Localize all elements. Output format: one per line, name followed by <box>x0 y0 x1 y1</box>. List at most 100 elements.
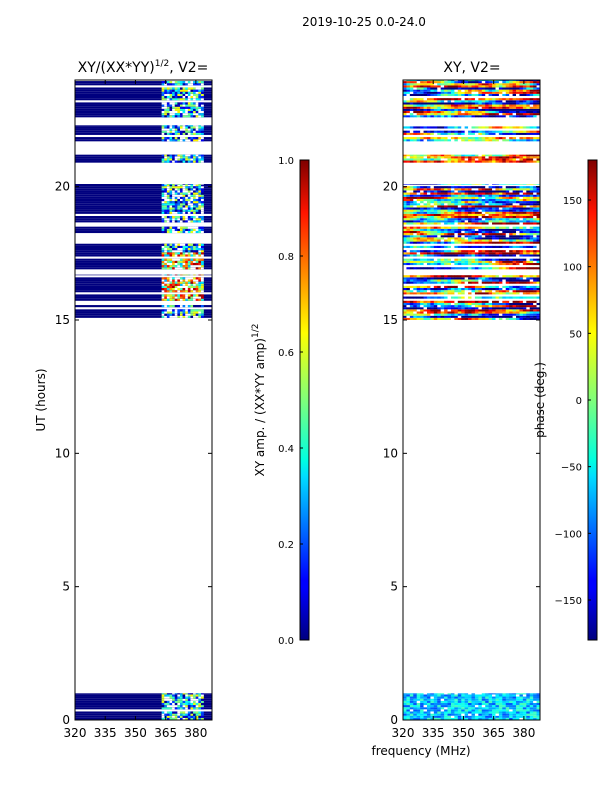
phase-heatmap-cell <box>474 188 479 191</box>
amp-heatmap-cell <box>193 243 196 246</box>
amp-heatmap-cell <box>174 252 178 255</box>
amp-heatmap-row <box>75 245 212 248</box>
amp-heatmap-cell <box>187 203 191 206</box>
amp-heatmap-cell <box>187 254 191 257</box>
phase-heatmap-cell <box>481 260 486 263</box>
phase-heatmap-cell <box>440 275 445 278</box>
amp-heatmap-cell <box>161 87 165 90</box>
phase-heatmap-cell <box>416 713 421 716</box>
phase-heatmap-cell <box>447 715 452 718</box>
phase-heatmap-cell <box>488 100 493 103</box>
phase-heatmap-cell <box>430 709 435 712</box>
phase-heatmap-cell <box>516 230 520 234</box>
amp-heatmap-cell <box>164 192 168 195</box>
phase-heatmap-cell <box>522 196 527 199</box>
phase-heatmap-cell <box>492 188 496 191</box>
amp-heatmap-cell <box>195 281 199 284</box>
amp-heatmap-row <box>75 108 212 111</box>
phase-heatmap-cell <box>426 130 431 133</box>
phase-heatmap-cell <box>488 137 493 140</box>
phase-heatmap-cell <box>461 700 465 703</box>
phase-heatmap-cell <box>416 275 421 278</box>
amp-heatmap-cell <box>174 194 178 197</box>
phase-heatmap-cell <box>406 93 411 96</box>
phase-heatmap-cell <box>516 139 520 142</box>
phase-heatmap-cell <box>468 245 472 248</box>
amp-heatmap-cell <box>161 711 165 714</box>
phase-heatmap-cell <box>481 277 486 280</box>
amp-heatmap-cell <box>198 260 202 263</box>
phase-heatmap-cell <box>498 696 503 699</box>
phase-heatmap-cell <box>409 207 414 210</box>
amp-heatmap-cell <box>164 250 168 253</box>
amp-heatmap-cell <box>190 700 194 703</box>
amp-heatmap-cell <box>174 106 178 109</box>
phase-heatmap-cell <box>495 307 500 310</box>
phase-heatmap-cell <box>478 126 483 129</box>
amp-heatmap-cell <box>169 110 173 114</box>
phase-heatmap-cell <box>516 213 520 216</box>
amp-heatmap-cell <box>187 715 191 718</box>
phase-heatmap-cell <box>403 239 407 242</box>
phase-heatmap-cell <box>423 158 428 161</box>
phase-heatmap-cell <box>413 213 417 216</box>
phase-heatmap-cell <box>474 715 479 718</box>
phase-heatmap-cell <box>498 262 503 266</box>
amp-heatmap-cell <box>172 158 176 161</box>
phase-heatmap-cell <box>450 203 455 206</box>
amp-heatmap-cell <box>198 267 202 270</box>
phase-heatmap-cell <box>450 237 455 240</box>
amp-title: XY/(XX*YY)1/2, V2= <box>78 59 209 76</box>
phase-heatmap-cell <box>426 108 431 111</box>
phase-heatmap-cell <box>498 213 503 216</box>
phase-heatmap-cell <box>505 705 510 708</box>
phase-heatmap-cell <box>454 315 459 318</box>
phase-heatmap-cell <box>478 211 483 214</box>
amp-heatmap-cell <box>172 186 176 189</box>
amp-colorbar-tick-label: 0.8 <box>278 252 294 263</box>
phase-heatmap-cell <box>403 245 407 248</box>
phase-heatmap-cell <box>457 110 462 114</box>
phase-heatmap-cell <box>447 694 452 697</box>
amp-heatmap-cell <box>195 156 199 159</box>
phase-heatmap-cell <box>529 279 534 282</box>
phase-heatmap-cell <box>454 279 459 282</box>
amp-heatmap-cell <box>172 128 176 131</box>
phase-heatmap-cell <box>529 154 534 157</box>
phase-heatmap-cell <box>536 218 540 221</box>
phase-heatmap-cell <box>413 220 417 223</box>
amp-heatmap-cell <box>182 184 186 185</box>
amp-heatmap-cell <box>187 252 191 255</box>
amp-heatmap-cell <box>198 248 202 251</box>
phase-heatmap-cell <box>540 277 544 279</box>
amp-heatmap-cell <box>187 184 191 185</box>
amp-heatmap-cell <box>161 226 165 229</box>
amp-heatmap-cell <box>177 698 181 701</box>
phase-heatmap-cell <box>461 113 465 116</box>
phase-heatmap-cell <box>522 108 527 111</box>
amp-heatmap-cell <box>200 262 204 266</box>
phase-heatmap-cell <box>522 239 527 242</box>
phase-heatmap-cell <box>533 288 537 291</box>
phase-heatmap-cell <box>430 311 435 314</box>
amp-heatmap-cell <box>187 705 191 708</box>
amp-heatmap-cell <box>190 267 194 270</box>
phase-heatmap-cell <box>420 137 424 140</box>
phase-heatmap-cell <box>485 209 489 212</box>
phase-heatmap-cell <box>426 205 431 208</box>
phase-heatmap-cell <box>526 104 531 107</box>
amp-heatmap-cell <box>187 104 191 107</box>
amp-xtick-label: 335 <box>94 726 117 740</box>
phase-heatmap-cell <box>529 198 534 202</box>
amp-heatmap-cell <box>174 201 178 204</box>
phase-heatmap-cell <box>464 100 469 103</box>
phase-heatmap-cell <box>433 113 438 116</box>
phase-heatmap-cell <box>471 186 476 189</box>
amp-heatmap-cell <box>193 203 196 206</box>
amp-heatmap-cell <box>187 115 191 118</box>
phase-heatmap-cell <box>423 717 428 720</box>
phase-heatmap-cell <box>430 305 435 308</box>
phase-heatmap-cell <box>498 307 503 310</box>
amp-heatmap-cell <box>190 203 194 206</box>
phase-heatmap-cell <box>485 126 489 129</box>
